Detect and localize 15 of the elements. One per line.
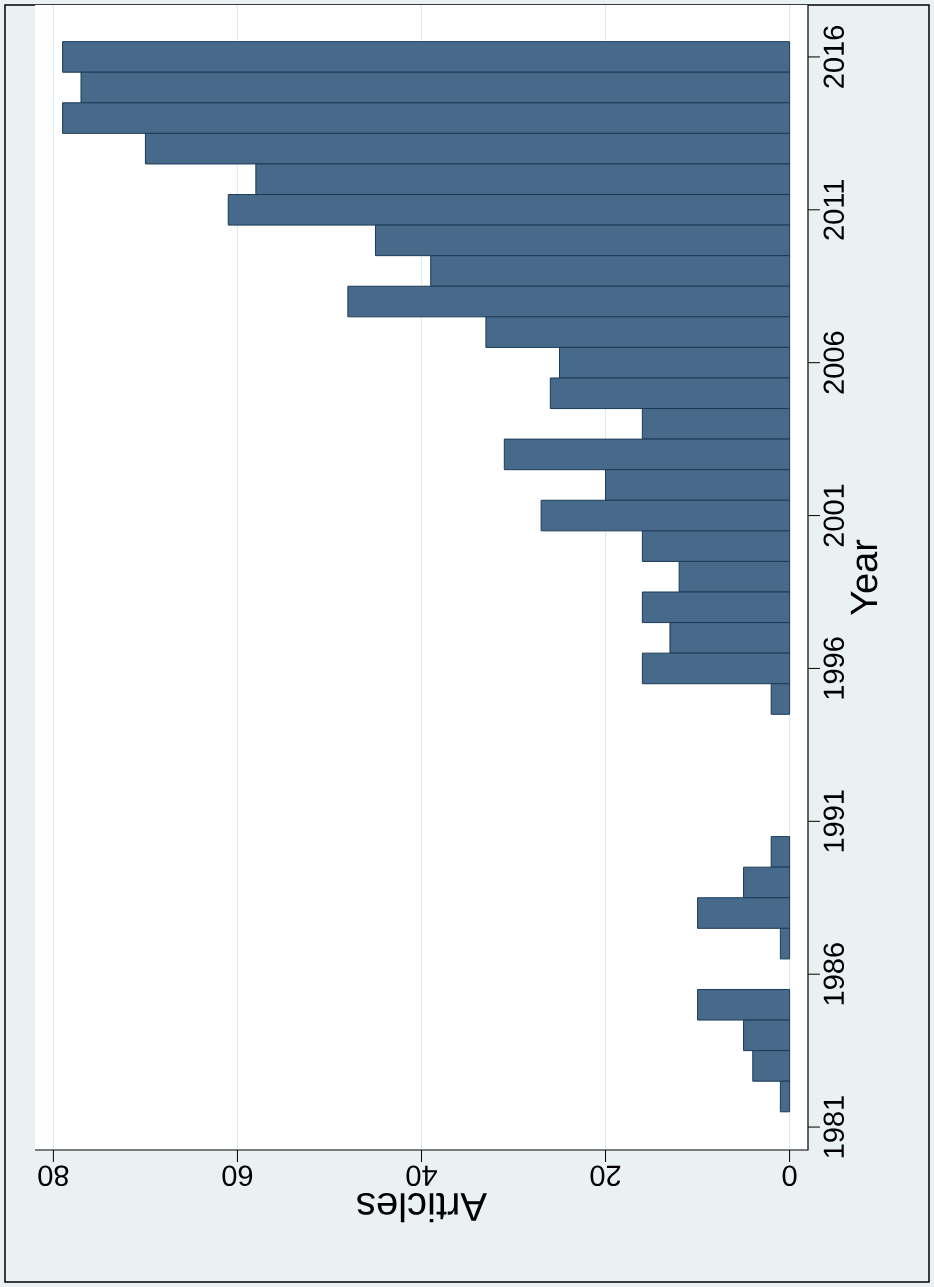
y-tick-label: 1991 (823, 790, 845, 852)
x-axis-title: Articles (357, 1192, 487, 1223)
y-tick-label: 2011 (823, 180, 845, 240)
y-tick-label: 1986 (823, 943, 845, 1005)
x-tick-label: 40 (406, 1165, 437, 1187)
y-tick-label: 2006 (823, 331, 845, 394)
y-tick-label: 2001 (823, 484, 845, 547)
x-tick-label: 60 (222, 1165, 253, 1187)
x-tick-label: 80 (38, 1165, 69, 1187)
y-axis-title: Year (850, 539, 878, 616)
y-tick-label: 1996 (823, 637, 845, 699)
x-tick-label: 0 (782, 1165, 797, 1187)
x-tick-label: 20 (590, 1165, 621, 1187)
y-tick-label: 2016 (823, 25, 845, 88)
y-tick-label: 1981 (823, 1096, 845, 1158)
